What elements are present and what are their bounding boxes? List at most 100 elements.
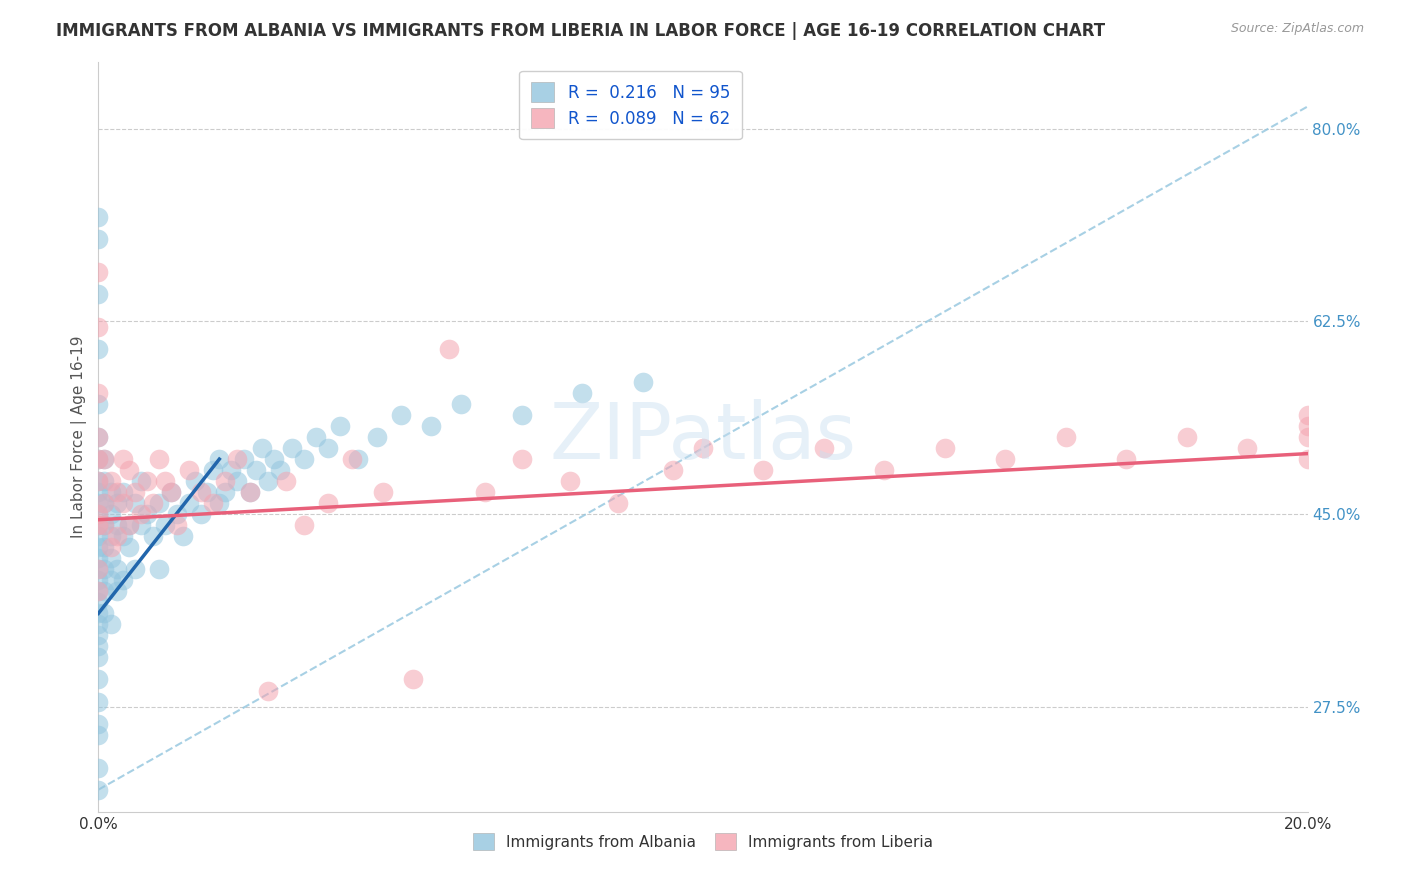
- Point: [239, 485, 262, 500]
- Point: [87, 232, 110, 246]
- Point: [105, 529, 128, 543]
- Point: [100, 474, 122, 488]
- Point: [1236, 441, 1258, 455]
- Point: [87, 507, 110, 521]
- Point: [474, 485, 496, 500]
- Point: [105, 584, 128, 599]
- Text: Source: ZipAtlas.com: Source: ZipAtlas.com: [1230, 22, 1364, 36]
- Point: [87, 617, 110, 632]
- Point: [153, 474, 176, 488]
- Point: [100, 507, 122, 521]
- Point: [329, 419, 352, 434]
- Point: [87, 342, 110, 356]
- Point: [245, 463, 267, 477]
- Point: [111, 574, 134, 588]
- Point: [87, 210, 110, 224]
- Point: [100, 574, 122, 588]
- Point: [208, 496, 231, 510]
- Point: [129, 474, 152, 488]
- Point: [172, 529, 194, 543]
- Point: [752, 463, 775, 477]
- Point: [292, 518, 315, 533]
- Point: [87, 507, 110, 521]
- Point: [87, 529, 110, 543]
- Point: [87, 485, 110, 500]
- Point: [124, 496, 146, 510]
- Point: [118, 541, 141, 555]
- Point: [994, 452, 1017, 467]
- Point: [87, 562, 110, 576]
- Point: [105, 496, 128, 510]
- Point: [118, 518, 141, 533]
- Point: [305, 430, 328, 444]
- Point: [692, 441, 714, 455]
- Point: [87, 518, 110, 533]
- Point: [87, 650, 110, 665]
- Point: [179, 463, 201, 477]
- Point: [366, 430, 388, 444]
- Point: [87, 716, 110, 731]
- Point: [450, 397, 472, 411]
- Point: [87, 607, 110, 621]
- Point: [202, 463, 225, 477]
- Point: [100, 529, 122, 543]
- Point: [226, 452, 249, 467]
- Point: [202, 496, 225, 510]
- Point: [87, 673, 110, 687]
- Point: [93, 607, 115, 621]
- Point: [160, 485, 183, 500]
- Point: [87, 628, 110, 642]
- Point: [111, 529, 134, 543]
- Point: [274, 474, 297, 488]
- Point: [93, 518, 115, 533]
- Point: [342, 452, 364, 467]
- Point: [195, 485, 218, 500]
- Point: [105, 562, 128, 576]
- Point: [87, 595, 110, 609]
- Point: [129, 518, 152, 533]
- Point: [93, 452, 115, 467]
- Point: [93, 496, 115, 510]
- Point: [166, 507, 188, 521]
- Point: [1296, 452, 1319, 467]
- Point: [93, 584, 115, 599]
- Point: [607, 496, 630, 510]
- Point: [100, 551, 122, 566]
- Point: [148, 562, 170, 576]
- Point: [87, 265, 110, 279]
- Point: [389, 408, 412, 422]
- Point: [661, 463, 683, 477]
- Point: [142, 496, 165, 510]
- Point: [510, 452, 533, 467]
- Point: [93, 452, 115, 467]
- Point: [105, 485, 128, 500]
- Point: [1296, 408, 1319, 422]
- Point: [87, 430, 110, 444]
- Point: [87, 474, 110, 488]
- Point: [873, 463, 896, 477]
- Point: [87, 452, 110, 467]
- Point: [124, 562, 146, 576]
- Point: [1175, 430, 1198, 444]
- Point: [93, 562, 115, 576]
- Point: [87, 551, 110, 566]
- Point: [250, 441, 273, 455]
- Point: [87, 728, 110, 742]
- Point: [402, 673, 425, 687]
- Point: [93, 496, 115, 510]
- Point: [100, 541, 122, 555]
- Point: [510, 408, 533, 422]
- Point: [269, 463, 291, 477]
- Point: [226, 474, 249, 488]
- Point: [142, 529, 165, 543]
- Point: [316, 496, 339, 510]
- Point: [214, 474, 236, 488]
- Point: [631, 375, 654, 389]
- Point: [124, 485, 146, 500]
- Point: [135, 474, 157, 488]
- Point: [87, 584, 110, 599]
- Point: [118, 518, 141, 533]
- Point: [87, 286, 110, 301]
- Point: [934, 441, 956, 455]
- Y-axis label: In Labor Force | Age 16-19: In Labor Force | Age 16-19: [72, 335, 87, 539]
